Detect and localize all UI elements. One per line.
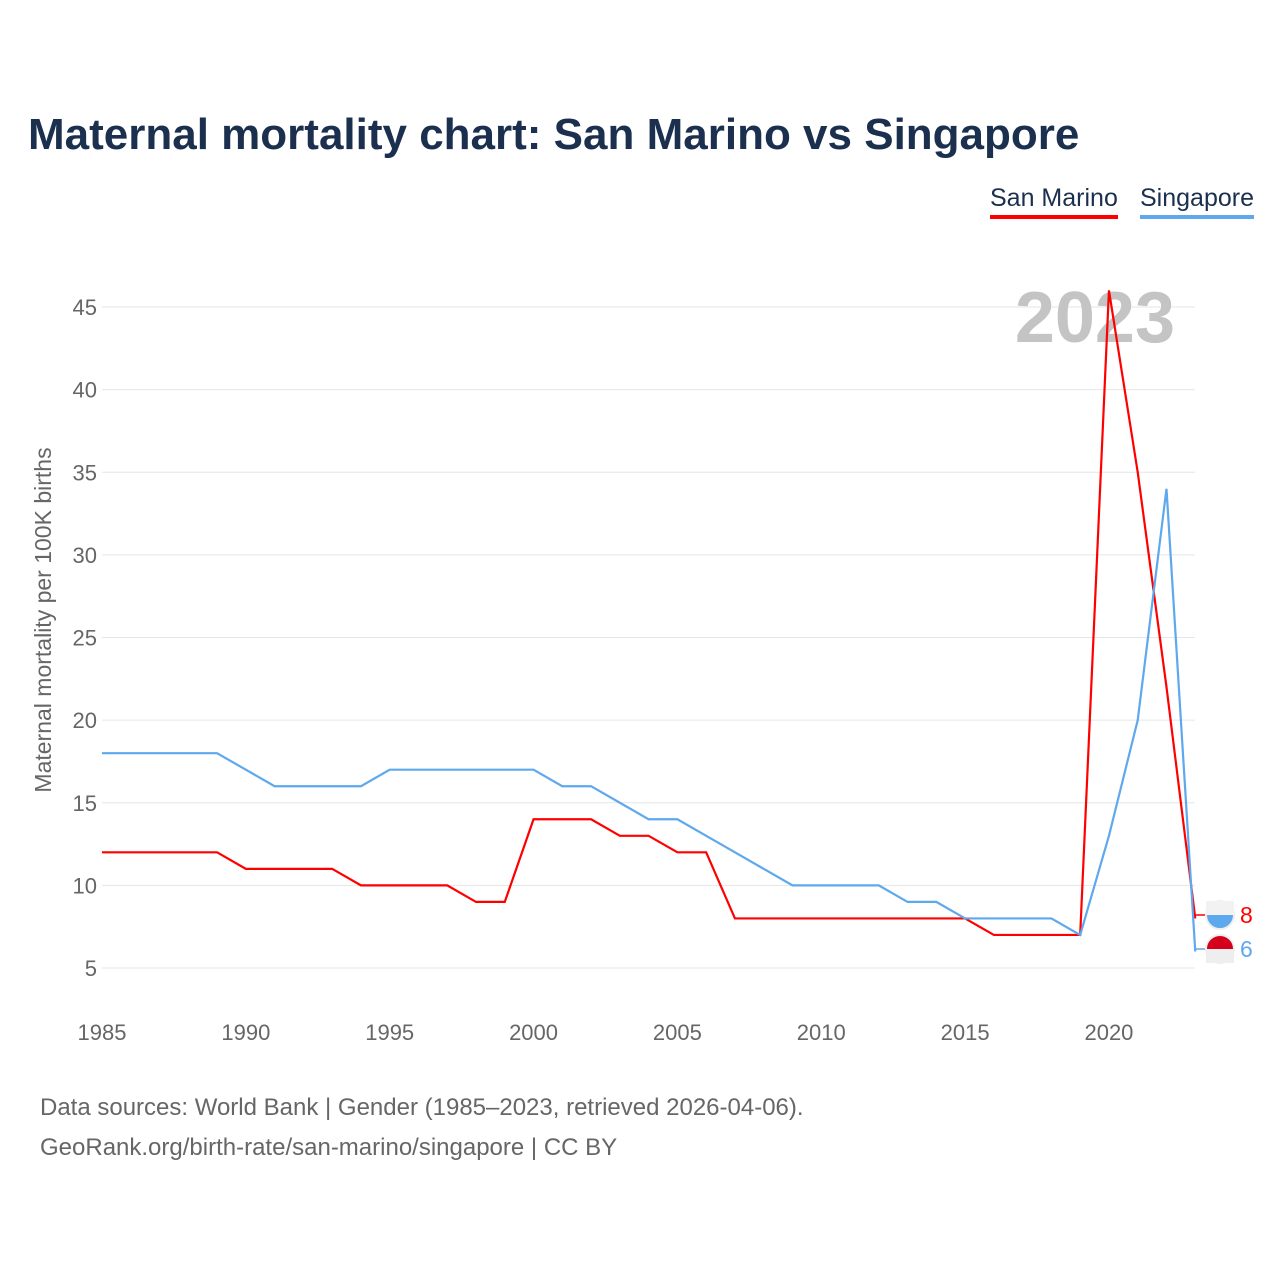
flag-band (1206, 901, 1234, 915)
y-tick-label: 5 (85, 956, 97, 981)
source-note: Data sources: World Bank | Gender (1985–… (40, 1088, 804, 1168)
legend-san-marino[interactable]: San Marino (990, 184, 1118, 219)
x-tick-label: 2000 (509, 1020, 558, 1045)
y-tick-label: 30 (73, 543, 97, 568)
source-line-2[interactable]: GeoRank.org/birth-rate/san-marino/singap… (40, 1134, 618, 1161)
y-tick-label: 10 (73, 873, 97, 898)
end-value-label: 8 (1240, 902, 1253, 928)
x-tick-label: 1985 (78, 1020, 127, 1045)
x-tick-label: 1990 (221, 1020, 270, 1045)
x-tick-label: 2015 (941, 1020, 990, 1045)
y-tick-label: 35 (73, 460, 97, 485)
series-line-singapore (102, 488, 1197, 952)
y-tick-label: 20 (73, 708, 97, 733)
flag-band (1206, 949, 1234, 963)
x-tick-label: 2010 (797, 1020, 846, 1045)
y-tick-label: 25 (73, 626, 97, 651)
end-connector (1194, 914, 1206, 919)
source-line-1: Data sources: World Bank | Gender (1985–… (40, 1094, 804, 1121)
end-value-label: 6 (1240, 936, 1253, 962)
y-tick-label: 45 (73, 295, 97, 320)
y-axis-label: Maternal mortality per 100K births (30, 447, 56, 792)
year-watermark: 2023 (1015, 278, 1175, 358)
chart-title: Maternal mortality chart: San Marino vs … (28, 110, 1080, 159)
y-tick-label: 15 (73, 791, 97, 816)
legend-singapore[interactable]: Singapore (1140, 184, 1254, 219)
end-connector (1194, 948, 1206, 952)
y-tick-label: 40 (73, 378, 97, 403)
x-tick-label: 2005 (653, 1020, 702, 1045)
x-tick-label: 2020 (1084, 1020, 1133, 1045)
series-line-san-marino (102, 290, 1197, 937)
x-tick-label: 1995 (365, 1020, 414, 1045)
